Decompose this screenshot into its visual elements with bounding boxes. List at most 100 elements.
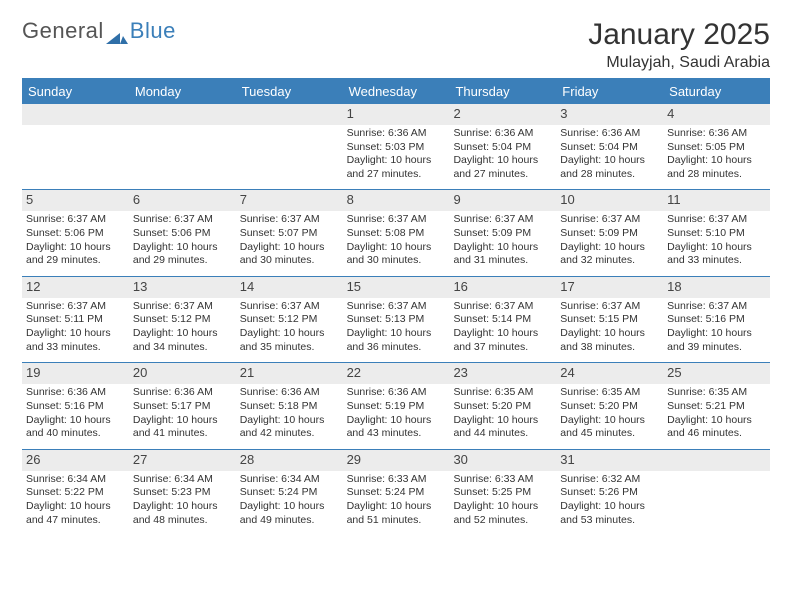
day-number bbox=[236, 103, 343, 125]
day-detail: Sunrise: 6:34 AMSunset: 5:23 PMDaylight:… bbox=[131, 473, 234, 528]
day-number: 15 bbox=[343, 276, 450, 298]
daylight-line: Daylight: 10 hours and 52 minutes. bbox=[453, 500, 552, 527]
calendar-cell: 31 Sunrise: 6:32 AMSunset: 5:26 PMDayligh… bbox=[556, 449, 663, 529]
sunset-line: Sunset: 5:24 PM bbox=[347, 486, 446, 500]
sunrise-line: Sunrise: 6:37 AM bbox=[453, 213, 552, 227]
sunrise-line: Sunrise: 6:37 AM bbox=[667, 213, 766, 227]
calendar-cell: 29Sunrise: 6:33 AMSunset: 5:24 PMDayligh… bbox=[343, 449, 450, 529]
sunset-line: Sunset: 5:10 PM bbox=[667, 227, 766, 241]
sunrise-line: Sunrise: 6:36 AM bbox=[347, 386, 446, 400]
day-number: 25 bbox=[663, 362, 770, 384]
daylight-line: Daylight: 10 hours and 41 minutes. bbox=[133, 414, 232, 441]
day-detail: Sunrise: 6:36 AMSunset: 5:04 PMDaylight:… bbox=[558, 127, 661, 182]
sunrise-line: Sunrise: 6:37 AM bbox=[133, 213, 232, 227]
day-number: 31 bbox=[556, 449, 663, 471]
sunset-line: Sunset: 5:05 PM bbox=[667, 141, 766, 155]
day-detail: Sunrise: 6:34 AMSunset: 5:24 PMDaylight:… bbox=[238, 473, 341, 528]
dow-header-row: SundayMondayTuesdayWednesdayThursdayFrid… bbox=[22, 80, 770, 103]
sunrise-line: Sunrise: 6:35 AM bbox=[453, 386, 552, 400]
sunset-line: Sunset: 5:11 PM bbox=[26, 313, 125, 327]
daylight-line: Daylight: 10 hours and 51 minutes. bbox=[347, 500, 446, 527]
dow-header: Thursday bbox=[449, 80, 556, 103]
calendar-cell bbox=[22, 103, 129, 183]
daylight-line: Daylight: 10 hours and 37 minutes. bbox=[453, 327, 552, 354]
day-number bbox=[663, 449, 770, 471]
day-number: 28 bbox=[236, 449, 343, 471]
calendar-cell: 17Sunrise: 6:37 AMSunset: 5:15 PMDayligh… bbox=[556, 276, 663, 356]
day-detail: Sunrise: 6:37 AMSunset: 5:08 PMDaylight:… bbox=[345, 213, 448, 268]
calendar-cell: 26Sunrise: 6:34 AMSunset: 5:22 PMDayligh… bbox=[22, 449, 129, 529]
day-detail: Sunrise: 6:37 AMSunset: 5:15 PMDaylight:… bbox=[558, 300, 661, 355]
day-number: 4 bbox=[663, 103, 770, 125]
dow-header: Friday bbox=[556, 80, 663, 103]
day-detail: Sunrise: 6:37 AMSunset: 5:16 PMDaylight:… bbox=[665, 300, 768, 355]
daylight-line: Daylight: 10 hours and 27 minutes. bbox=[347, 154, 446, 181]
day-number: 19 bbox=[22, 362, 129, 384]
calendar-cell: 13Sunrise: 6:37 AMSunset: 5:12 PMDayligh… bbox=[129, 276, 236, 356]
sunrise-line: Sunrise: 6:37 AM bbox=[453, 300, 552, 314]
day-number: 11 bbox=[663, 189, 770, 211]
sunset-line: Sunset: 5:06 PM bbox=[26, 227, 125, 241]
calendar-cell: 15Sunrise: 6:37 AMSunset: 5:13 PMDayligh… bbox=[343, 276, 450, 356]
sunrise-line: Sunrise: 6:34 AM bbox=[133, 473, 232, 487]
daylight-line: Daylight: 10 hours and 53 minutes. bbox=[560, 500, 659, 527]
day-detail: Sunrise: 6:36 AMSunset: 5:03 PMDaylight:… bbox=[345, 127, 448, 182]
sunrise-line: Sunrise: 6:36 AM bbox=[667, 127, 766, 141]
day-detail: Sunrise: 6:36 AMSunset: 5:05 PMDaylight:… bbox=[665, 127, 768, 182]
calendar-cell: 1Sunrise: 6:36 AMSunset: 5:03 PMDaylight… bbox=[343, 103, 450, 183]
day-detail: Sunrise: 6:36 AMSunset: 5:16 PMDaylight:… bbox=[24, 386, 127, 441]
day-number: 22 bbox=[343, 362, 450, 384]
calendar-cell: 8Sunrise: 6:37 AMSunset: 5:08 PMDaylight… bbox=[343, 189, 450, 269]
calendar: SundayMondayTuesdayWednesdayThursdayFrid… bbox=[22, 78, 770, 535]
day-number: 7 bbox=[236, 189, 343, 211]
dow-header: Monday bbox=[129, 80, 236, 103]
sunrise-line: Sunrise: 6:36 AM bbox=[240, 386, 339, 400]
sunset-line: Sunset: 5:26 PM bbox=[560, 486, 659, 500]
day-detail: Sunrise: 6:36 AMSunset: 5:04 PMDaylight:… bbox=[451, 127, 554, 182]
day-number: 23 bbox=[449, 362, 556, 384]
sunset-line: Sunset: 5:23 PM bbox=[133, 486, 232, 500]
daylight-line: Daylight: 10 hours and 31 minutes. bbox=[453, 241, 552, 268]
calendar-cell: 23Sunrise: 6:35 AMSunset: 5:20 PMDayligh… bbox=[449, 362, 556, 442]
daylight-line: Daylight: 10 hours and 27 minutes. bbox=[453, 154, 552, 181]
sunset-line: Sunset: 5:03 PM bbox=[347, 141, 446, 155]
day-detail: Sunrise: 6:36 AMSunset: 5:19 PMDaylight:… bbox=[345, 386, 448, 441]
day-detail: Sunrise: 6:35 AMSunset: 5:20 PMDaylight:… bbox=[558, 386, 661, 441]
brand-mark-icon bbox=[106, 24, 128, 38]
sunset-line: Sunset: 5:12 PM bbox=[240, 313, 339, 327]
sunrise-line: Sunrise: 6:37 AM bbox=[26, 300, 125, 314]
calendar-cell: 6Sunrise: 6:37 AMSunset: 5:06 PMDaylight… bbox=[129, 189, 236, 269]
day-number: 5 bbox=[22, 189, 129, 211]
day-number: 18 bbox=[663, 276, 770, 298]
day-detail: Sunrise: 6:37 AMSunset: 5:06 PMDaylight:… bbox=[24, 213, 127, 268]
daylight-line: Daylight: 10 hours and 43 minutes. bbox=[347, 414, 446, 441]
daylight-line: Daylight: 10 hours and 28 minutes. bbox=[667, 154, 766, 181]
daylight-line: Daylight: 10 hours and 34 minutes. bbox=[133, 327, 232, 354]
sunset-line: Sunset: 5:21 PM bbox=[667, 400, 766, 414]
daylight-line: Daylight: 10 hours and 47 minutes. bbox=[26, 500, 125, 527]
calendar-week-row: 1Sunrise: 6:36 AMSunset: 5:03 PMDaylight… bbox=[22, 103, 770, 189]
sunset-line: Sunset: 5:16 PM bbox=[26, 400, 125, 414]
calendar-cell bbox=[663, 449, 770, 529]
brand-text-1: General bbox=[22, 18, 104, 44]
sunset-line: Sunset: 5:09 PM bbox=[560, 227, 659, 241]
sunrise-line: Sunrise: 6:37 AM bbox=[347, 300, 446, 314]
calendar-cell: 9Sunrise: 6:37 AMSunset: 5:09 PMDaylight… bbox=[449, 189, 556, 269]
day-number: 20 bbox=[129, 362, 236, 384]
calendar-cell: 3Sunrise: 6:36 AMSunset: 5:04 PMDaylight… bbox=[556, 103, 663, 183]
sunrise-line: Sunrise: 6:36 AM bbox=[26, 386, 125, 400]
sunrise-line: Sunrise: 6:37 AM bbox=[240, 300, 339, 314]
daylight-line: Daylight: 10 hours and 39 minutes. bbox=[667, 327, 766, 354]
day-detail: Sunrise: 6:36 AMSunset: 5:17 PMDaylight:… bbox=[131, 386, 234, 441]
sunset-line: Sunset: 5:19 PM bbox=[347, 400, 446, 414]
sunrise-line: Sunrise: 6:34 AM bbox=[240, 473, 339, 487]
calendar-cell: 14Sunrise: 6:37 AMSunset: 5:12 PMDayligh… bbox=[236, 276, 343, 356]
daylight-line: Daylight: 10 hours and 48 minutes. bbox=[133, 500, 232, 527]
day-detail: Sunrise: 6:33 AMSunset: 5:25 PMDaylight:… bbox=[451, 473, 554, 528]
calendar-cell: 19Sunrise: 6:36 AMSunset: 5:16 PMDayligh… bbox=[22, 362, 129, 442]
sunrise-line: Sunrise: 6:32 AM bbox=[560, 473, 659, 487]
sunrise-line: Sunrise: 6:35 AM bbox=[667, 386, 766, 400]
calendar-cell: 21Sunrise: 6:36 AMSunset: 5:18 PMDayligh… bbox=[236, 362, 343, 442]
day-number: 13 bbox=[129, 276, 236, 298]
sunset-line: Sunset: 5:07 PM bbox=[240, 227, 339, 241]
